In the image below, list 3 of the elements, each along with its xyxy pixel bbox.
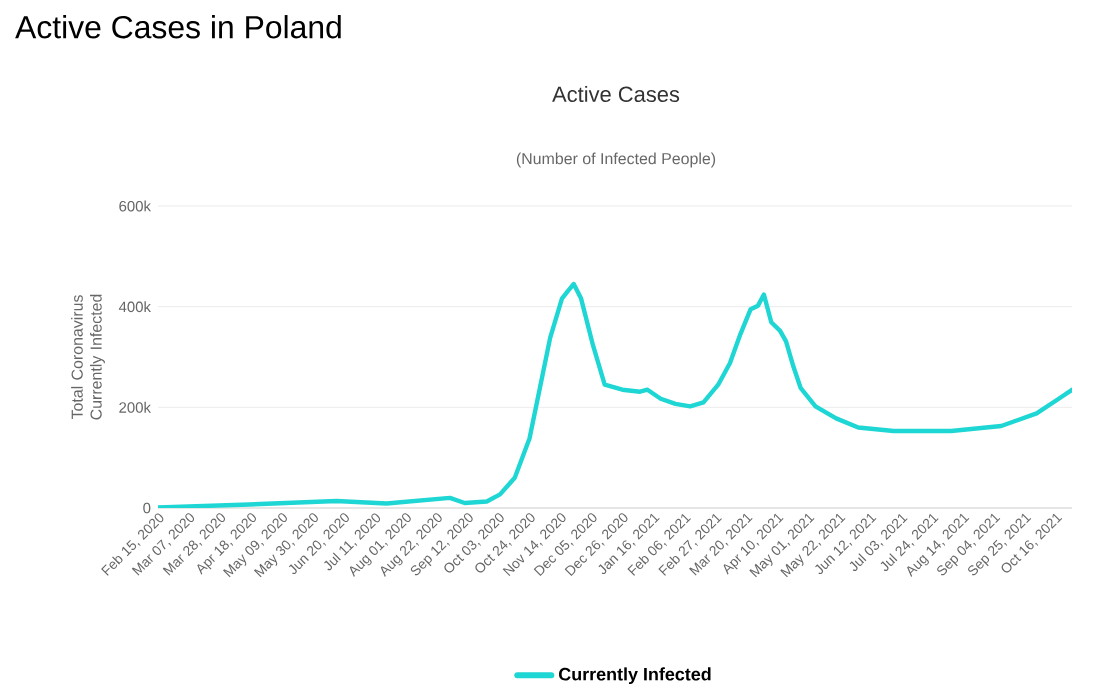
chart-title: Active Cases [552, 86, 680, 103]
text: Active Cases in Poland [15, 15, 341, 39]
legend-label: Currently Infected [559, 667, 711, 685]
